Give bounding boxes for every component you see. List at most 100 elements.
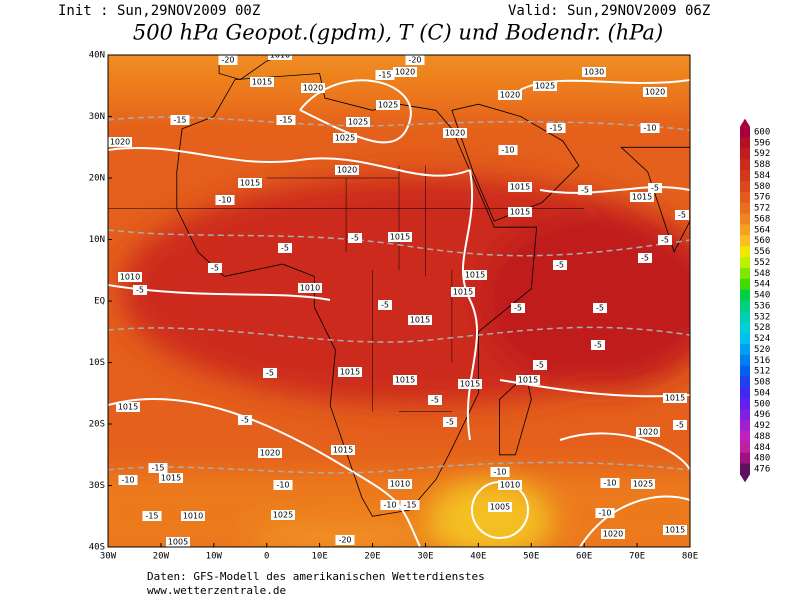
temperature-label: -5 — [431, 396, 439, 405]
temperature-label-box — [490, 467, 510, 477]
temperature-label: -5 — [211, 264, 219, 273]
colorbar-label: 536 — [754, 301, 770, 311]
isobar-label: 1015 — [118, 403, 138, 412]
temperature-label: -10 — [218, 196, 231, 205]
isobar-label: 1015 — [510, 208, 530, 217]
colorbar-swatch — [740, 170, 750, 182]
isobar-label-box — [338, 367, 362, 377]
colorbar-label: 524 — [754, 334, 770, 344]
colorbar-label: 568 — [754, 214, 770, 224]
colorbar-label: 504 — [754, 388, 770, 398]
colorbar-label: 592 — [754, 149, 770, 159]
temperature-label: -5 — [651, 184, 659, 193]
isobar-label-box — [376, 100, 400, 110]
isobar-label-box — [601, 529, 625, 539]
isobar-label: 1005 — [490, 503, 510, 512]
colorbar-label: 552 — [754, 258, 770, 268]
colorbar-swatch — [740, 224, 750, 236]
temperature-label-box — [273, 480, 293, 490]
temperature-label: -20 — [338, 536, 351, 545]
colorbar-label: 584 — [754, 171, 770, 181]
isobar-label-box — [301, 83, 325, 93]
lon-label: 70E — [629, 552, 645, 562]
isobar-label-box — [451, 287, 475, 297]
colorbar-swatch — [740, 180, 750, 193]
colorbar-label: 480 — [754, 454, 770, 464]
temperature-label: -15 — [173, 116, 186, 125]
isobar-label: 1015 — [460, 380, 480, 389]
lon-label: 50E — [523, 552, 539, 562]
isobar-label: 1020 — [395, 68, 415, 77]
temperature-label: -10 — [121, 476, 134, 485]
temperature-label: -5 — [381, 301, 389, 310]
isobar-label: 1015 — [518, 376, 538, 385]
isobar-label-box — [663, 525, 687, 535]
source-credit: Daten: GFS-Modell des amerikanischen Wet… — [147, 570, 485, 583]
isobar-label-box — [488, 502, 512, 512]
temperature-label: -15 — [378, 71, 391, 80]
temperature-label: -5 — [594, 341, 602, 350]
colorbar-swatch — [740, 213, 750, 225]
colorbar-label: 476 — [754, 465, 770, 475]
isobar-label-box — [250, 77, 274, 87]
temperature-label-box — [335, 535, 355, 545]
init-time: Init : Sun,29NOV2009 00Z — [58, 3, 260, 19]
isobar-label: 1025 — [335, 134, 355, 143]
colorbar-swatch — [740, 126, 750, 138]
isobar-label: 1015 — [665, 394, 685, 403]
temperature-label-box — [238, 415, 252, 425]
temperature-label-box — [600, 478, 620, 488]
temperature-label: -5 — [678, 211, 686, 220]
lat-label: 10S — [89, 358, 105, 368]
isobar-label: 1015 — [510, 183, 530, 192]
isobar-label: 1015 — [395, 376, 415, 385]
colorbar-swatch — [740, 430, 750, 443]
temperature-label-box — [380, 500, 400, 510]
temperature-label-box — [218, 55, 238, 65]
temperature-label: -5 — [351, 234, 359, 243]
temperature-label-box — [278, 243, 292, 253]
colorbar-label: 488 — [754, 432, 770, 442]
colorbar-swatch — [740, 376, 750, 388]
source-url: www.wetterzentrale.de — [147, 584, 286, 597]
isobar-label-box — [108, 137, 132, 147]
isobar-label-box — [393, 375, 417, 385]
isobar-label: 1020 — [500, 91, 520, 100]
lon-label: 10E — [312, 552, 328, 562]
isobar-label: 1015 — [240, 179, 260, 188]
temperature-label: -10 — [643, 124, 656, 133]
isobar-label: 1025 — [348, 118, 368, 127]
isobar-label: 1020 — [303, 84, 323, 93]
temperature-label-box — [148, 463, 168, 473]
temperature-label-box — [208, 263, 222, 273]
isobar-label-box — [498, 90, 522, 100]
temperature-label: -10 — [598, 509, 611, 518]
colorbar-label: 512 — [754, 367, 770, 377]
temperature-label-box — [648, 183, 662, 193]
colorbar-label: 596 — [754, 138, 770, 148]
coastline — [218, 55, 283, 81]
lon-label: 30E — [417, 552, 433, 562]
isobar-label: 1020 — [337, 166, 357, 175]
colorbar-swatch — [740, 354, 750, 367]
lat-label: EQ — [94, 297, 105, 307]
temperature-label: -15 — [151, 464, 164, 473]
isobar-label: 1015 — [333, 446, 353, 455]
isobar-label: 1020 — [603, 530, 623, 539]
colorbar-swatch — [740, 246, 750, 258]
isobar-label-box — [643, 87, 667, 97]
temperature-label: -5 — [281, 244, 289, 253]
isobar-label: 1015 — [390, 233, 410, 242]
colorbar-label: 580 — [754, 182, 770, 192]
temperature-label-box — [546, 123, 566, 133]
isobar-label: 1015 — [252, 78, 272, 87]
isobar-label: 1010 — [183, 512, 203, 521]
colorbar-swatch — [740, 463, 750, 475]
temperature-label-box — [675, 210, 689, 220]
lon-label: 80E — [682, 552, 698, 562]
lon-label: 30W — [100, 552, 117, 562]
lon-label: 0 — [264, 552, 269, 562]
isobar-label: 1010 — [120, 273, 140, 282]
temperature-label-box — [378, 300, 392, 310]
coastlines — [108, 55, 690, 517]
